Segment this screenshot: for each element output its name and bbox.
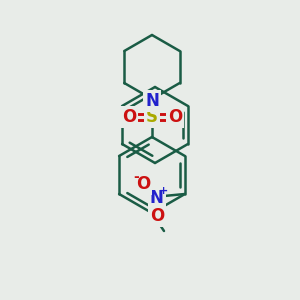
Text: +: + xyxy=(159,186,169,196)
Text: N: N xyxy=(150,189,164,207)
Text: O: O xyxy=(122,108,136,126)
Text: N: N xyxy=(145,92,159,110)
Text: -: - xyxy=(133,170,139,184)
Text: O: O xyxy=(136,175,150,193)
Text: O: O xyxy=(168,108,182,126)
Text: S: S xyxy=(146,108,158,126)
Text: O: O xyxy=(150,207,164,225)
